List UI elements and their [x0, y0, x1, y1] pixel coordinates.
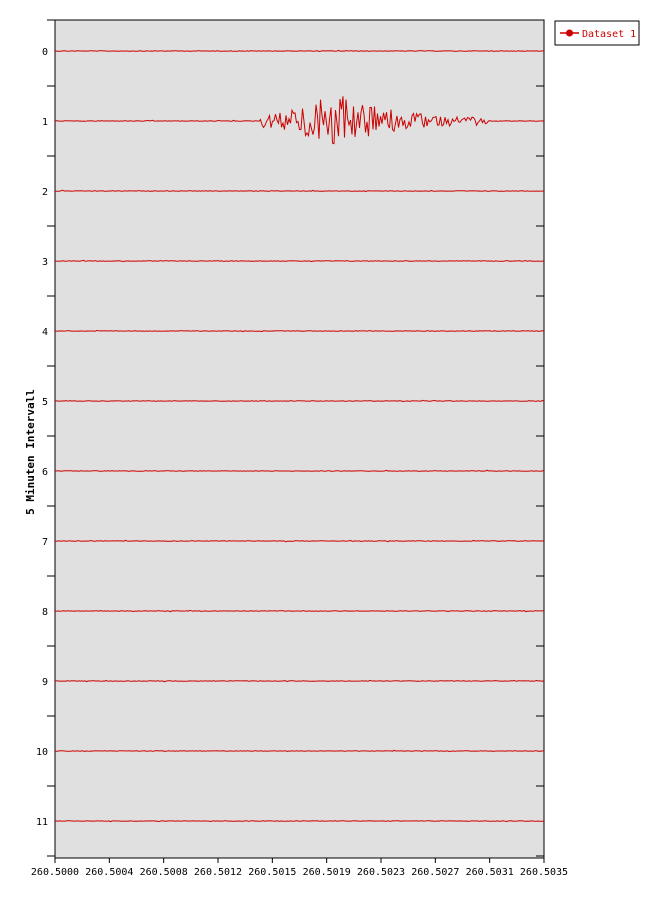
trace-line-interval-5	[54, 399, 545, 403]
y-tick-label: 10	[36, 747, 48, 758]
y-tick-label: 1	[42, 117, 48, 128]
y-tick-label: 2	[42, 187, 48, 198]
trace-group	[54, 49, 545, 823]
x-tick-label: 260.5035	[520, 867, 568, 878]
x-tick-label: 260.5000	[31, 867, 79, 878]
plot-area	[54, 19, 545, 859]
y-tick-label: 0	[42, 47, 48, 58]
y-tick-label: 4	[42, 327, 48, 338]
x-tick-label: 260.5012	[194, 867, 242, 878]
x-tick-label: 260.5019	[303, 867, 351, 878]
trace-line-interval-7	[55, 539, 545, 543]
y-axis-label: 5 Minuten Intervall	[24, 389, 37, 515]
legend-entry-dataset-1: Dataset 1	[582, 29, 636, 40]
trace-line-interval-8	[54, 609, 545, 613]
y-tick-label: 9	[42, 677, 48, 688]
trace-line-interval-4	[54, 329, 545, 333]
x-tick-label: 260.5023	[357, 867, 405, 878]
trace-line-interval-6	[54, 469, 545, 472]
legend-point-marker	[566, 29, 573, 37]
trace-line-interval-2	[54, 189, 545, 193]
trace-line-interval-0	[54, 49, 544, 53]
x-axis: 260.5000 260.5004 260.5008 260.5012 260.5015…	[31, 858, 568, 878]
x-tick-label: 260.5031	[466, 867, 514, 878]
trace-line-interval-9	[55, 679, 545, 683]
trace-line-interval-1	[54, 96, 545, 145]
trace-line-interval-10	[54, 749, 544, 753]
trace-line-interval-3	[54, 259, 545, 263]
x-tick-label: 260.5027	[411, 867, 459, 878]
x-tick-label: 260.5008	[140, 867, 188, 878]
x-tick-label: 260.5004	[85, 867, 133, 878]
y-tick-label: 6	[42, 467, 48, 478]
y-axis: 0 1 2 3 4 5 6 7 8 9 10 11	[36, 19, 544, 857]
x-tick-label: 260.5015	[248, 867, 296, 878]
y-tick-label: 5	[42, 397, 48, 408]
y-tick-label: 7	[42, 537, 48, 548]
y-tick-label: 11	[36, 817, 48, 828]
y-tick-label: 8	[42, 607, 48, 618]
legend[interactable]: Dataset 1	[554, 20, 640, 46]
trace-line-interval-11	[54, 820, 545, 823]
y-tick-label: 3	[42, 257, 48, 268]
